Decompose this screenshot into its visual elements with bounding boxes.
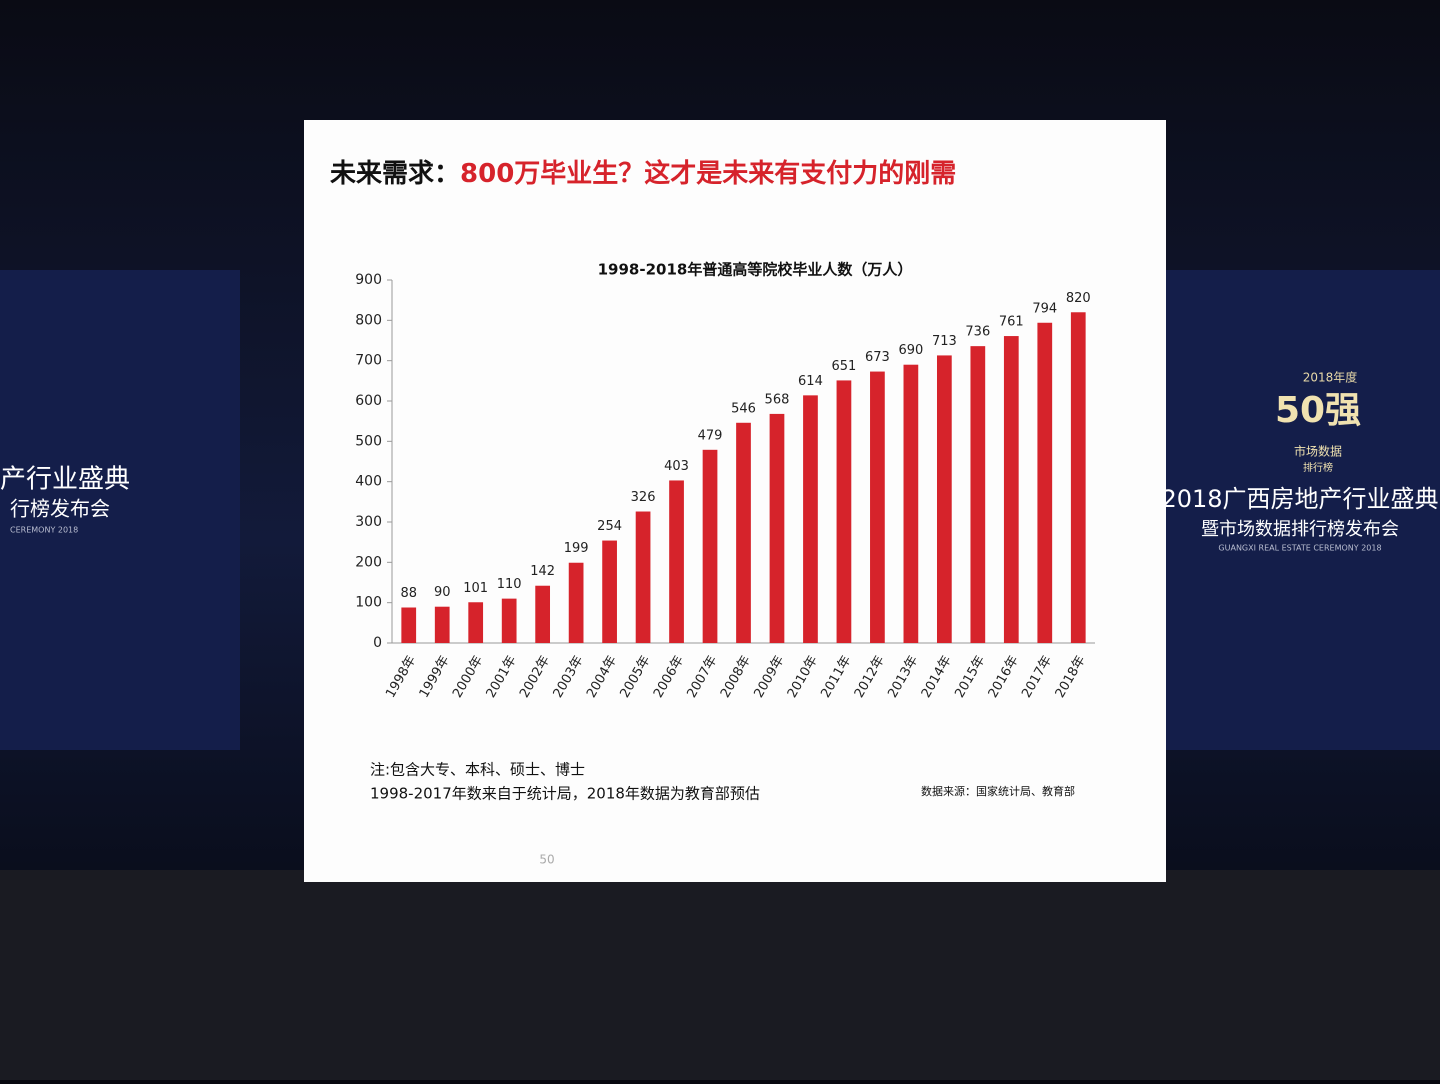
data-label: 110	[497, 577, 522, 592]
data-label: 254	[597, 519, 622, 534]
title-part: 800万毕业生？这才是未来有支付力的刚需	[460, 158, 956, 189]
data-label: 326	[631, 490, 656, 505]
y-tick-label: 900	[355, 272, 382, 288]
data-label: 90	[434, 585, 451, 600]
note: 注:包含大专、本科、硕士、博士	[370, 761, 585, 779]
banner-sub: 排行榜	[1303, 461, 1333, 474]
bar	[635, 511, 651, 643]
y-tick-label: 100	[355, 595, 382, 611]
data-label: 713	[932, 334, 957, 349]
note: 1998-2017年数来自于统计局，2018年数据为教育部预估	[370, 785, 760, 803]
bar	[736, 422, 751, 643]
bar	[468, 602, 484, 643]
data-label: 142	[530, 564, 555, 579]
title-part: 未来需求：	[330, 159, 460, 189]
banner-rank: 50强	[1275, 390, 1361, 431]
source: 数据来源：国家统计局、教育部	[921, 784, 1075, 798]
chart-title: 1998-2018年普通高等院校毕业人数（万人）	[598, 261, 913, 279]
data-label: 690	[898, 343, 923, 358]
data-label: 614	[798, 374, 823, 389]
bar	[602, 540, 617, 643]
banner-english: CEREMONY 2018	[10, 526, 78, 535]
bar	[702, 449, 718, 643]
bar	[568, 562, 584, 643]
bar	[803, 395, 818, 643]
y-tick-label: 300	[355, 514, 382, 530]
bar	[1037, 322, 1053, 643]
bar	[669, 480, 684, 643]
bar	[501, 598, 517, 643]
data-label: 820	[1066, 291, 1091, 306]
data-label: 101	[463, 581, 488, 596]
y-tick-label: 700	[355, 353, 382, 369]
data-label: 568	[765, 392, 790, 407]
bar	[870, 371, 885, 643]
y-tick-label: 500	[355, 433, 382, 449]
bar	[836, 380, 852, 643]
data-label: 546	[731, 401, 756, 416]
y-tick-label: 600	[355, 393, 382, 409]
slide	[304, 120, 1166, 882]
bar	[1003, 336, 1019, 643]
data-label: 673	[865, 350, 890, 365]
banner-subhead: 暨市场数据排行榜发布会	[1201, 519, 1399, 540]
slide-title: 未来需求：800万毕业生？这才是未来有支付力的刚需	[330, 158, 956, 189]
stage-floor	[0, 870, 1440, 1080]
bar	[535, 585, 551, 643]
bar	[401, 607, 417, 643]
data-label: 88	[400, 586, 417, 601]
left-banner	[0, 270, 240, 750]
y-tick-label: 200	[355, 554, 382, 570]
bar	[970, 346, 986, 643]
banner-year: 2018年度	[1303, 370, 1358, 385]
bar	[769, 413, 785, 643]
data-label: 199	[564, 541, 589, 556]
data-label: 651	[832, 359, 857, 374]
bar	[936, 355, 952, 643]
data-label: 794	[1032, 301, 1057, 316]
right-banner	[1160, 270, 1440, 750]
bar	[434, 606, 450, 643]
banner-headline: 产行业盛典	[0, 465, 130, 495]
data-label: 761	[999, 315, 1024, 330]
banner-english: GUANGXI REAL ESTATE CEREMONY 2018	[1218, 544, 1381, 553]
banner-sub: 市场数据	[1294, 444, 1342, 459]
bar	[1070, 312, 1086, 643]
page-number: 50	[539, 853, 554, 867]
banner-subhead: 行榜发布会	[10, 497, 110, 521]
banner-headline: 2018广西房地产行业盛典	[1161, 485, 1438, 513]
y-tick-label: 400	[355, 474, 382, 490]
y-tick-label: 800	[355, 312, 382, 328]
data-label: 403	[664, 459, 689, 474]
y-tick-label: 0	[373, 635, 382, 651]
data-label: 479	[698, 428, 723, 443]
bar	[903, 364, 919, 643]
data-label: 736	[965, 325, 990, 340]
